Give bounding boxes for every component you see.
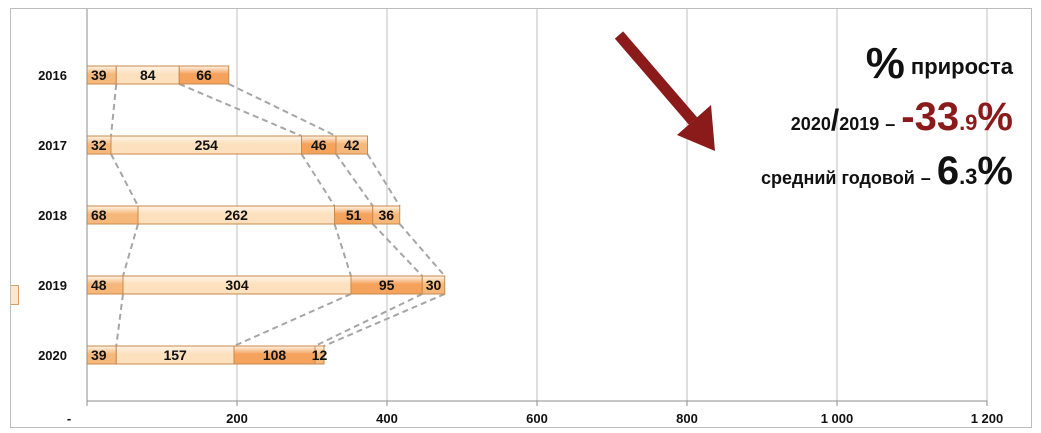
data-label: 36 <box>378 207 394 223</box>
x-tick-label: 400 <box>376 411 398 426</box>
x-tick-label: 600 <box>526 411 548 426</box>
legend-fragment <box>11 285 19 305</box>
series-line <box>335 153 374 207</box>
x-tick-label: 800 <box>676 411 698 426</box>
series-line <box>178 83 302 137</box>
x-tick-label: 1 200 <box>971 411 1004 426</box>
change-value: -33.9% <box>901 95 1013 139</box>
series-line <box>233 293 352 347</box>
series-line <box>372 223 423 277</box>
data-label: 46 <box>311 137 327 153</box>
data-label: 66 <box>196 67 212 83</box>
series-line <box>110 83 118 137</box>
bar-segment <box>421 275 446 295</box>
period-left: 2020 <box>790 114 831 134</box>
chart-frame: 39 84 66 32 254 46 42 68 262 51 36 48 304 95 30 39 157 10… <box>10 8 1032 428</box>
data-label: 108 <box>263 347 287 363</box>
data-label: 39 <box>91 347 107 363</box>
period-right: 2019 <box>839 114 880 134</box>
series-line <box>398 223 446 277</box>
x-tick-label: 200 <box>226 411 248 426</box>
data-label: 48 <box>91 277 107 293</box>
arrow-icon <box>614 31 698 125</box>
arrow-head-icon <box>677 105 715 151</box>
bar-segment <box>314 345 325 365</box>
avg-annual-growth: средний годовой –6.3% <box>761 149 1013 194</box>
series-line <box>110 153 139 207</box>
data-label: 254 <box>195 137 219 153</box>
dash: – <box>920 168 931 188</box>
data-label: 157 <box>163 347 187 363</box>
change-dec: .9 <box>959 110 978 135</box>
data-label: 95 <box>379 277 395 293</box>
growth-title-word: прироста <box>910 54 1013 79</box>
category-label: 2019 <box>38 278 67 293</box>
avg-label: средний годовой <box>761 168 915 188</box>
category-label: 2020 <box>38 348 67 363</box>
growth-title: % прироста <box>866 39 1013 89</box>
series-line <box>122 223 139 277</box>
change-int: -33 <box>901 95 960 139</box>
dash: – <box>885 114 896 134</box>
series-line <box>333 223 352 277</box>
data-label: 304 <box>225 277 249 293</box>
category-label: 2018 <box>38 208 67 223</box>
data-label: 51 <box>346 207 362 223</box>
data-label: 32 <box>91 137 107 153</box>
data-label: 39 <box>91 67 107 83</box>
data-label: 84 <box>140 67 156 83</box>
category-label: 2017 <box>38 138 67 153</box>
avg-int: 6 <box>936 149 960 193</box>
data-label: 262 <box>225 207 249 223</box>
avg-pct: % <box>977 149 1013 193</box>
series-line <box>115 293 124 347</box>
bar-segment <box>335 135 368 155</box>
percent-sign: % <box>865 39 905 88</box>
avg-value: 6.3% <box>937 149 1013 193</box>
period-slash: / <box>830 104 840 137</box>
data-label: 30 <box>426 277 442 293</box>
bar-segment <box>372 205 401 225</box>
data-label: 12 <box>312 347 328 363</box>
growth-2020-2019: 2020/2019– -33.9% <box>791 95 1013 140</box>
bar-segment <box>178 65 230 85</box>
x-tick-label: 1 000 <box>821 411 854 426</box>
data-label: 68 <box>91 207 107 223</box>
avg-dec: .3 <box>959 164 978 189</box>
series-line <box>300 153 336 207</box>
change-pct: % <box>977 95 1013 139</box>
bar-chart: 39 84 66 32 254 46 42 68 262 51 36 48 304 95 30 39 157 10… <box>38 9 1004 426</box>
category-label: 2016 <box>38 68 67 83</box>
series-line <box>366 153 401 207</box>
x-tick-label: - <box>67 411 71 426</box>
data-label: 42 <box>344 137 360 153</box>
series-line <box>323 293 446 347</box>
